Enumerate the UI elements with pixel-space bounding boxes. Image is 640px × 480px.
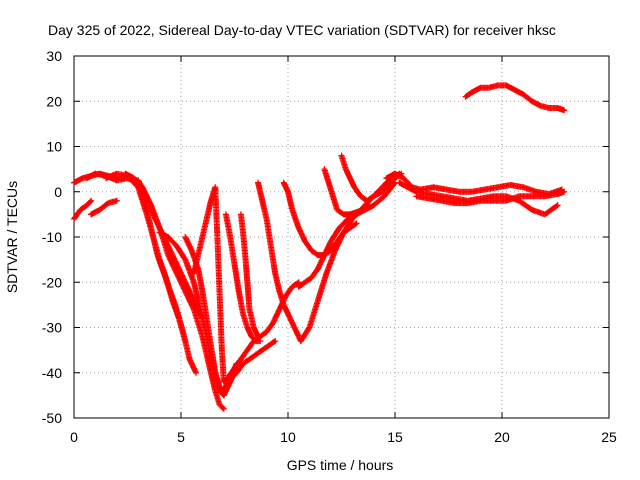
- y-tick-label: 10: [46, 139, 62, 155]
- chart-title: Day 325 of 2022, Sidereal Day-to-day VTE…: [48, 22, 556, 38]
- series-arc-9: [190, 184, 302, 385]
- data-point-markers: [413, 188, 568, 207]
- series-arc-15: [321, 166, 373, 218]
- y-tick-label: 0: [54, 184, 62, 200]
- data-point-markers: [182, 234, 279, 399]
- series-arc-16: [338, 152, 403, 204]
- data-point-markers: [88, 197, 120, 218]
- y-tick-label: -20: [42, 274, 62, 290]
- y-tick-labels: -50 -40 -30 -20 -10 0 10 20 30: [42, 48, 62, 426]
- axis-ticks: [73, 55, 610, 419]
- data-point-markers: [295, 179, 398, 290]
- series-arc-17: [383, 170, 565, 197]
- grid-lines: [74, 56, 609, 418]
- series-arc-2: [88, 197, 120, 218]
- y-tick-label: -10: [42, 229, 62, 245]
- series-arc-8: [182, 234, 279, 399]
- y-tick-label: 30: [46, 48, 62, 64]
- data-point-markers: [462, 82, 568, 114]
- data-point-markers: [71, 197, 95, 222]
- series-arc-11: [237, 211, 261, 340]
- data-point-markers: [321, 166, 373, 218]
- y-tick-label: 20: [46, 93, 62, 109]
- x-tick-label: 0: [70, 429, 78, 445]
- y-axis-label: SDTVAR / TECUs: [4, 181, 20, 293]
- x-tick-label: 25: [601, 429, 617, 445]
- y-tick-label: -40: [42, 365, 62, 381]
- x-tick-label: 10: [280, 429, 296, 445]
- x-tick-label: 5: [177, 429, 185, 445]
- y-tick-label: -30: [42, 320, 62, 336]
- series-arc-14: [295, 179, 398, 290]
- data-point-markers: [338, 152, 403, 204]
- series-arc-19: [413, 188, 568, 207]
- x-axis-label: GPS time / hours: [287, 457, 394, 473]
- data-points: [71, 82, 568, 412]
- series-arc-10: [222, 211, 264, 345]
- series-arc-20: [462, 82, 568, 114]
- y-tick-label: -50: [42, 410, 62, 426]
- data-point-markers: [190, 184, 302, 385]
- x-tick-label: 20: [494, 429, 510, 445]
- x-tick-labels: 0 5 10 15 20 25: [70, 429, 617, 445]
- data-point-markers: [383, 170, 565, 197]
- series-arc-1: [71, 197, 95, 222]
- x-tick-label: 15: [387, 429, 403, 445]
- data-point-markers: [237, 211, 261, 340]
- data-point-markers: [222, 211, 264, 345]
